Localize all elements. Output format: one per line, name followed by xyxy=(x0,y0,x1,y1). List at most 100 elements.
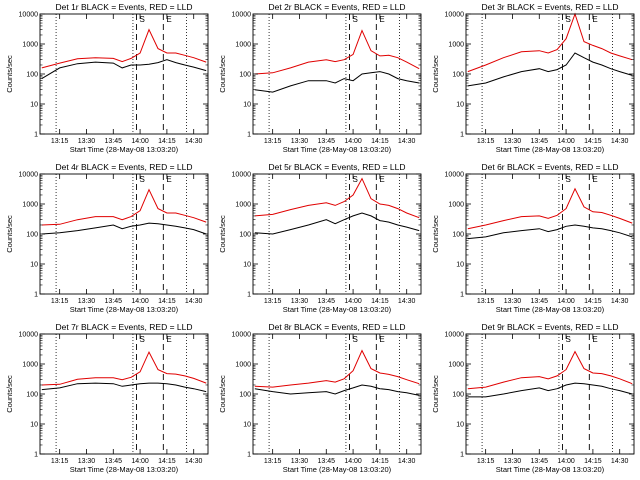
x-tick-label: 14:30 xyxy=(185,138,203,145)
plot-frame xyxy=(465,333,635,455)
x-tick-label: 14:00 xyxy=(344,138,362,145)
series-line-events xyxy=(41,59,207,80)
marker-label-e: E xyxy=(379,335,384,344)
y-tick-label: 1 xyxy=(460,452,464,459)
x-tick-label: 14:30 xyxy=(398,138,416,145)
y-tick-label: 10 xyxy=(30,422,38,429)
y-tick-label: 10000 xyxy=(445,172,465,179)
marker-label-s: S xyxy=(140,15,145,24)
chart-title: Det 9r BLACK = Events, RED = LLD xyxy=(481,322,618,332)
y-tick-label: 1000 xyxy=(448,42,464,49)
y-axis-label: Counts/sec xyxy=(5,215,14,253)
x-tick-label: 14:00 xyxy=(344,458,362,465)
series-line-events xyxy=(254,212,420,235)
y-tick-label: 1 xyxy=(460,132,464,139)
y-tick-label: 1 xyxy=(460,292,464,299)
x-tick-label: 13:15 xyxy=(51,138,69,145)
x-tick-label: 13:45 xyxy=(105,298,123,305)
x-tick-label: 13:30 xyxy=(78,458,96,465)
chart-panel-9: Det 9r BLACK = Events, RED = LLD S E 1 10 100… xyxy=(431,322,635,474)
plot-frame xyxy=(252,173,422,295)
x-tick-label: 14:00 xyxy=(557,458,575,465)
x-axis-label: Start Time (28-May-08 13:03:20) xyxy=(496,465,605,474)
x-tick-label: 13:45 xyxy=(531,138,549,145)
series-line-events xyxy=(254,384,420,396)
y-tick-label: 1000 xyxy=(448,202,464,209)
x-tick-label: 13:15 xyxy=(51,298,69,305)
chart-panel-7: Det 7r BLACK = Events, RED = LLD S E 1 10 100… xyxy=(5,322,209,474)
x-axis-label: Start Time (28-May-08 13:03:20) xyxy=(70,145,179,154)
y-axis-label: Counts/sec xyxy=(431,375,440,413)
x-tick-label: 13:15 xyxy=(264,458,282,465)
x-tick-label: 13:30 xyxy=(291,458,309,465)
x-tick-label: 14:15 xyxy=(584,458,602,465)
y-tick-label: 100 xyxy=(452,72,464,79)
chart-title: Det 6r BLACK = Events, RED = LLD xyxy=(481,162,618,172)
x-tick-label: 14:00 xyxy=(131,138,149,145)
series-line-events xyxy=(467,382,633,398)
x-tick-label: 14:15 xyxy=(158,138,176,145)
marker-label-e: E xyxy=(592,175,597,184)
marker-label-e: E xyxy=(592,335,597,344)
chart-panel-2: Det 2r BLACK = Events, RED = LLD S E 1 10 100… xyxy=(218,2,422,154)
y-axis-label: Counts/sec xyxy=(218,55,227,93)
series-line-lld xyxy=(41,350,207,386)
plot-frame xyxy=(252,13,422,135)
chart-title: Det 7r BLACK = Events, RED = LLD xyxy=(55,322,192,332)
chart-panel-8: Det 8r BLACK = Events, RED = LLD S E 1 10 100… xyxy=(218,322,422,474)
x-tick-label: 13:30 xyxy=(504,298,522,305)
y-tick-label: 1000 xyxy=(448,362,464,369)
plot-frame xyxy=(252,333,422,455)
marker-label-e: E xyxy=(166,15,171,24)
x-tick-label: 13:30 xyxy=(291,298,309,305)
x-tick-label: 14:15 xyxy=(584,298,602,305)
x-tick-label: 13:45 xyxy=(531,298,549,305)
plot-frame xyxy=(465,13,635,135)
y-tick-label: 1000 xyxy=(235,202,251,209)
chart-panel-6: Det 6r BLACK = Events, RED = LLD S E 1 10 100… xyxy=(431,162,635,314)
y-tick-label: 100 xyxy=(452,392,464,399)
x-tick-label: 13:45 xyxy=(318,298,336,305)
marker-label-s: S xyxy=(566,15,571,24)
series-line-lld xyxy=(254,349,420,388)
x-axis-label: Start Time (28-May-08 13:03:20) xyxy=(70,305,179,314)
y-tick-label: 100 xyxy=(26,392,38,399)
x-tick-label: 13:45 xyxy=(318,138,336,145)
marker-label-s: S xyxy=(353,175,358,184)
y-tick-label: 1000 xyxy=(22,362,38,369)
x-tick-label: 13:30 xyxy=(504,458,522,465)
y-tick-label: 100 xyxy=(26,232,38,239)
chart-panel-3: Det 3r BLACK = Events, RED = LLD S E 1 10 100… xyxy=(431,2,635,154)
x-tick-label: 13:45 xyxy=(318,458,336,465)
x-axis-label: Start Time (28-May-08 13:03:20) xyxy=(283,465,392,474)
marker-label-s: S xyxy=(140,335,145,344)
y-tick-label: 10 xyxy=(30,262,38,269)
chart-title: Det 3r BLACK = Events, RED = LLD xyxy=(481,2,618,12)
y-tick-label: 1000 xyxy=(235,362,251,369)
series-line-lld xyxy=(254,177,420,219)
x-tick-label: 13:15 xyxy=(264,138,282,145)
x-axis-label: Start Time (28-May-08 13:03:20) xyxy=(70,465,179,474)
y-axis-label: Counts/sec xyxy=(5,375,14,413)
y-tick-label: 1000 xyxy=(22,42,38,49)
x-tick-label: 13:15 xyxy=(51,458,69,465)
chart-title: Det 8r BLACK = Events, RED = LLD xyxy=(268,322,405,332)
x-axis-label: Start Time (28-May-08 13:03:20) xyxy=(283,145,392,154)
x-axis-label: Start Time (28-May-08 13:03:20) xyxy=(496,145,605,154)
x-tick-label: 13:15 xyxy=(477,458,495,465)
x-tick-label: 14:15 xyxy=(158,298,176,305)
series-line-events xyxy=(41,222,207,235)
y-tick-label: 10000 xyxy=(445,12,465,19)
marker-label-s: S xyxy=(353,15,358,24)
x-tick-label: 14:30 xyxy=(398,458,416,465)
y-tick-label: 10000 xyxy=(232,12,252,19)
y-tick-label: 100 xyxy=(239,232,251,239)
series-line-events xyxy=(467,224,633,240)
y-tick-label: 1 xyxy=(34,452,38,459)
x-tick-label: 13:45 xyxy=(105,138,123,145)
y-tick-label: 10 xyxy=(243,102,251,109)
chart-panel-5: Det 5r BLACK = Events, RED = LLD S E 1 10 100… xyxy=(218,162,422,314)
x-tick-label: 13:30 xyxy=(291,138,309,145)
x-tick-label: 13:45 xyxy=(531,458,549,465)
